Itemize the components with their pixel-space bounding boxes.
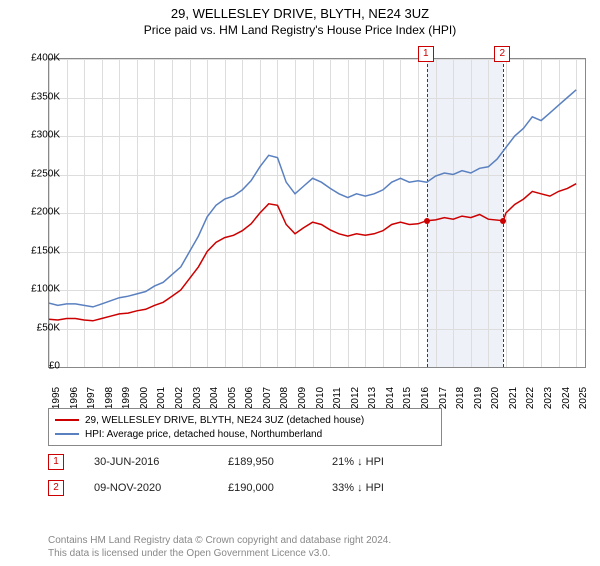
x-axis-label: 2015 — [402, 387, 413, 409]
y-axis-label: £150K — [16, 245, 60, 256]
y-axis-label: £300K — [16, 130, 60, 141]
y-axis-label: £400K — [16, 53, 60, 64]
chart-subtitle: Price paid vs. HM Land Registry's House … — [0, 23, 600, 37]
legend-box: 29, WELLESLEY DRIVE, BLYTH, NE24 3UZ (de… — [48, 408, 442, 446]
sale-row-marker: 2 — [48, 480, 64, 496]
x-axis-label: 2023 — [543, 387, 554, 409]
x-axis-label: 2013 — [367, 387, 378, 409]
y-axis-label: £100K — [16, 284, 60, 295]
sale-row: 2 09-NOV-2020 £190,000 33% ↓ HPI — [48, 480, 384, 496]
sale-delta: 21% ↓ HPI — [332, 456, 384, 468]
y-axis-label: £200K — [16, 207, 60, 218]
chart-plot-area — [48, 58, 586, 368]
x-axis-label: 2009 — [297, 387, 308, 409]
legend-item: HPI: Average price, detached house, Nort… — [55, 427, 435, 441]
x-axis-label: 2021 — [508, 387, 519, 409]
x-axis-label: 1998 — [104, 387, 115, 409]
x-axis-label: 1996 — [69, 387, 80, 409]
x-axis-label: 2018 — [455, 387, 466, 409]
x-axis-label: 1995 — [51, 387, 62, 409]
x-axis-label: 2004 — [209, 387, 220, 409]
sale-delta: 33% ↓ HPI — [332, 482, 384, 494]
x-axis-label: 2001 — [156, 387, 167, 409]
x-axis-label: 2014 — [385, 387, 396, 409]
x-axis-label: 2002 — [174, 387, 185, 409]
x-axis-label: 2025 — [578, 387, 589, 409]
x-axis-label: 1997 — [86, 387, 97, 409]
x-axis-label: 2008 — [279, 387, 290, 409]
sale-row-marker: 1 — [48, 454, 64, 470]
x-axis-label: 2024 — [561, 387, 572, 409]
x-axis-label: 2006 — [244, 387, 255, 409]
x-axis-label: 2005 — [227, 387, 238, 409]
attribution-line1: Contains HM Land Registry data © Crown c… — [48, 534, 391, 547]
x-axis-label: 2019 — [473, 387, 484, 409]
x-axis-label: 2010 — [315, 387, 326, 409]
y-axis-label: £50K — [16, 322, 60, 333]
x-axis-label: 2016 — [420, 387, 431, 409]
x-axis-label: 2012 — [350, 387, 361, 409]
y-axis-label: £350K — [16, 91, 60, 102]
sale-date: 30-JUN-2016 — [94, 456, 204, 468]
chart-title: 29, WELLESLEY DRIVE, BLYTH, NE24 3UZ — [0, 6, 600, 21]
x-axis-label: 2007 — [262, 387, 273, 409]
series-property — [49, 184, 576, 321]
sale-row: 1 30-JUN-2016 £189,950 21% ↓ HPI — [48, 454, 384, 470]
x-axis-label: 2020 — [490, 387, 501, 409]
x-axis-label: 2017 — [438, 387, 449, 409]
sale-date: 09-NOV-2020 — [94, 482, 204, 494]
x-axis-label: 2003 — [192, 387, 203, 409]
sale-marker-1: 1 — [418, 46, 434, 62]
x-axis-label: 2011 — [332, 387, 343, 409]
series-hpi — [49, 90, 576, 307]
legend-item: 29, WELLESLEY DRIVE, BLYTH, NE24 3UZ (de… — [55, 413, 435, 427]
x-axis-label: 1999 — [121, 387, 132, 409]
y-axis-label: £250K — [16, 168, 60, 179]
sale-price: £190,000 — [228, 482, 308, 494]
sale-price: £189,950 — [228, 456, 308, 468]
attribution: Contains HM Land Registry data © Crown c… — [48, 534, 391, 560]
x-axis-label: 2000 — [139, 387, 150, 409]
y-axis-label: £0 — [16, 361, 60, 372]
attribution-line2: This data is licensed under the Open Gov… — [48, 547, 391, 560]
sale-marker-2: 2 — [494, 46, 510, 62]
x-axis-label: 2022 — [525, 387, 536, 409]
